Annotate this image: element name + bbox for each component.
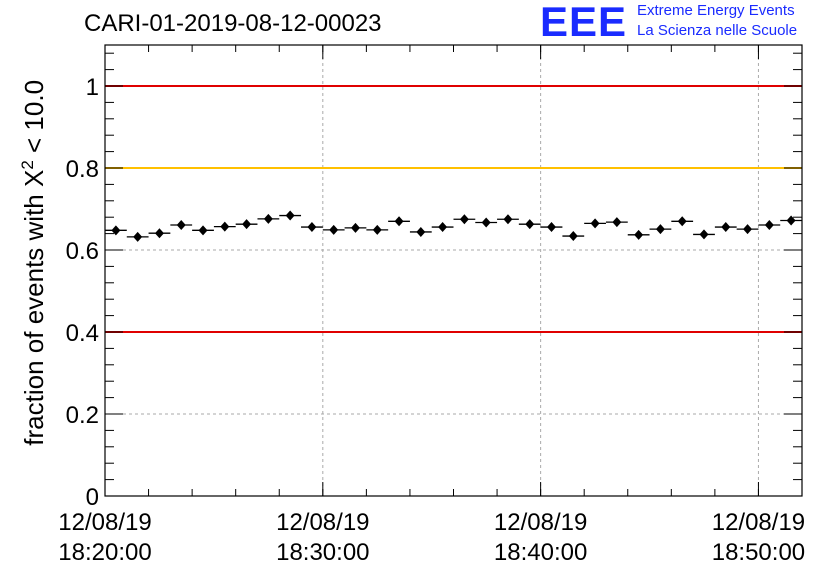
y-tick-label: 0.6	[66, 238, 99, 265]
diamond-marker	[220, 221, 230, 232]
y-tick-label: 0	[86, 484, 99, 511]
data-point	[257, 213, 280, 224]
data-point	[475, 217, 498, 228]
diamond-marker	[438, 222, 448, 233]
diamond-marker	[307, 222, 317, 233]
diamond-marker	[677, 216, 687, 227]
y-tick-label: 0.4	[66, 320, 99, 347]
data-points	[105, 210, 802, 242]
diamond-marker	[459, 214, 469, 225]
logo-line-1: Extreme Energy Events	[637, 2, 795, 19]
y-tick-label: 0.8	[66, 156, 99, 183]
data-point	[301, 222, 323, 233]
data-point	[453, 214, 476, 225]
diamond-marker	[590, 218, 600, 229]
diamond-marker	[329, 224, 339, 235]
data-point	[605, 217, 628, 228]
diamond-marker	[133, 231, 143, 242]
data-point	[584, 218, 606, 229]
diamond-marker	[503, 214, 513, 225]
tick-labels: 0 0.2 0.4 0.6 0.8 1 12/08/19 18:20:00 12/08/19 18…	[58, 74, 805, 566]
data-point	[431, 222, 454, 233]
diamond-marker	[568, 231, 578, 242]
diamond-marker	[285, 210, 295, 221]
data-point	[714, 222, 737, 233]
diamond-marker	[699, 229, 709, 240]
diamond-marker	[743, 224, 753, 235]
diamond-marker	[655, 224, 665, 235]
chart-title: CARI-01-2019-08-12-00023	[84, 10, 382, 37]
y-tick-label: 1	[86, 74, 99, 101]
data-point	[279, 210, 302, 221]
diamond-marker	[198, 225, 208, 236]
diamond-marker	[154, 228, 164, 239]
data-point	[758, 219, 781, 230]
x-tick-date-label: 12/08/19	[58, 509, 151, 536]
data-point	[105, 225, 127, 236]
data-point	[409, 226, 432, 237]
diamond-marker	[176, 219, 186, 230]
data-point	[649, 224, 672, 235]
diamond-marker	[481, 217, 491, 228]
data-point	[344, 222, 367, 233]
diamond-marker	[547, 222, 557, 233]
data-point	[148, 228, 171, 239]
data-point	[627, 229, 650, 240]
data-point	[213, 221, 236, 232]
diamond-marker	[525, 219, 535, 230]
data-point	[693, 229, 715, 240]
x-tick-time-label: 18:40:00	[494, 539, 587, 566]
data-point	[671, 216, 694, 227]
eee-logo: EEE Extreme Energy Events La Scienza nel…	[540, 0, 836, 48]
x-tick-date-label: 12/08/19	[712, 509, 805, 536]
data-point	[562, 231, 585, 242]
data-point	[192, 225, 214, 236]
x-tick-date-label: 12/08/19	[494, 509, 587, 536]
diamond-marker	[634, 229, 644, 240]
reference-lines	[105, 85, 802, 333]
data-point	[322, 224, 345, 235]
plot-frame	[104, 44, 803, 497]
x-tick-date-label: 12/08/19	[276, 509, 369, 536]
data-point	[780, 215, 802, 226]
diamond-marker	[721, 222, 731, 233]
diamond-marker	[786, 215, 796, 226]
diamond-marker	[764, 219, 774, 230]
data-point	[518, 219, 541, 230]
data-point	[497, 214, 519, 225]
eee-logo-mark: EEE	[540, 0, 628, 45]
diamond-marker	[612, 217, 622, 228]
diamond-marker	[394, 216, 404, 227]
data-point	[388, 216, 410, 227]
y-tick-label: 0.2	[66, 402, 99, 429]
axis-ticks	[104, 45, 803, 497]
grid-layer	[105, 45, 802, 496]
diamond-marker	[372, 224, 382, 235]
x-tick-time-label: 18:20:00	[58, 539, 151, 566]
logo-line-2: La Scienza nelle Scuole	[637, 22, 798, 39]
diamond-marker	[263, 213, 273, 224]
data-point	[540, 222, 563, 233]
data-point	[736, 224, 759, 235]
data-point	[235, 219, 258, 230]
x-tick-time-label: 18:30:00	[276, 539, 369, 566]
diamond-marker	[111, 225, 121, 236]
diamond-marker	[242, 219, 252, 230]
diamond-marker	[350, 222, 360, 233]
x-tick-time-label: 18:50:00	[712, 539, 805, 566]
data-point	[126, 231, 149, 242]
diamond-marker	[416, 226, 426, 237]
data-point	[170, 219, 193, 230]
data-point	[366, 224, 389, 235]
